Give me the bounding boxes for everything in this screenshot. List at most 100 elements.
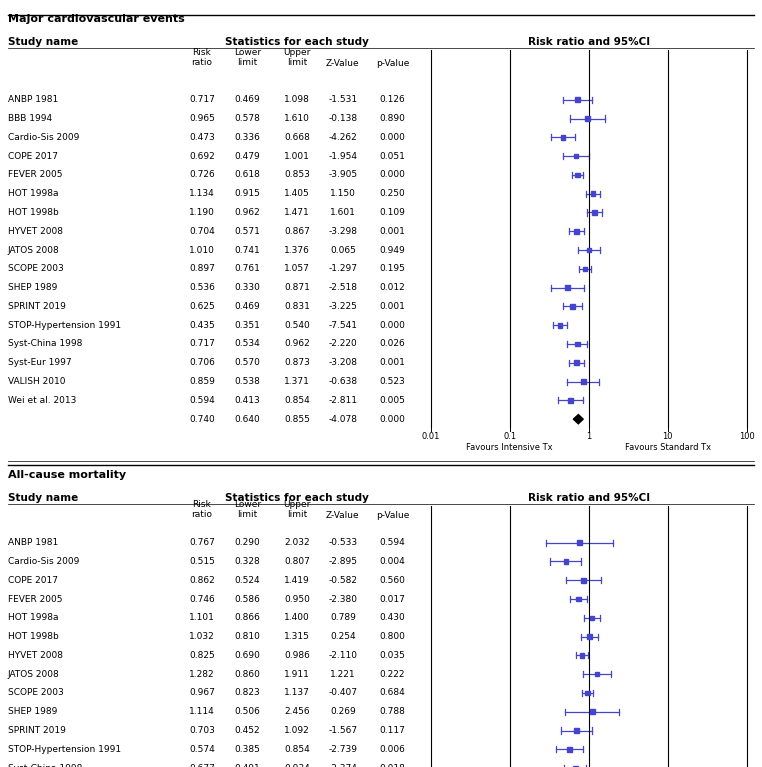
- Bar: [583, 267, 588, 272]
- Text: 1.911: 1.911: [284, 670, 310, 679]
- Text: 2.032: 2.032: [284, 538, 310, 547]
- Bar: [595, 672, 600, 676]
- Text: 0.684: 0.684: [379, 689, 405, 697]
- Text: 0.254: 0.254: [330, 632, 356, 641]
- Bar: [575, 342, 580, 347]
- Bar: [573, 766, 578, 767]
- Text: -0.138: -0.138: [328, 114, 357, 123]
- Text: 1.114: 1.114: [189, 707, 215, 716]
- Text: 0.717: 0.717: [189, 95, 215, 104]
- Text: SPRINT 2019: SPRINT 2019: [8, 302, 66, 311]
- Text: 0.831: 0.831: [284, 302, 310, 311]
- Text: COPE 2017: COPE 2017: [8, 576, 58, 584]
- Text: Study name: Study name: [8, 493, 78, 503]
- Text: 0.000: 0.000: [379, 133, 405, 142]
- Text: 0.962: 0.962: [235, 208, 261, 217]
- Bar: [558, 323, 562, 328]
- Text: 0.862: 0.862: [189, 576, 215, 584]
- Text: -3.208: -3.208: [328, 358, 357, 367]
- Text: 1.400: 1.400: [284, 614, 310, 622]
- Text: 0.005: 0.005: [379, 396, 405, 405]
- Text: HYVET 2008: HYVET 2008: [8, 227, 62, 235]
- Text: 0.435: 0.435: [189, 321, 215, 330]
- Text: -7.541: -7.541: [328, 321, 357, 330]
- Text: -0.582: -0.582: [328, 576, 357, 584]
- Text: 0.515: 0.515: [189, 557, 215, 566]
- Text: 0.962: 0.962: [284, 340, 310, 348]
- Text: Z-Value: Z-Value: [326, 512, 360, 520]
- Text: 0.855: 0.855: [284, 415, 310, 423]
- Text: -0.638: -0.638: [328, 377, 357, 386]
- Text: 0.692: 0.692: [189, 152, 215, 160]
- Text: 0.01: 0.01: [421, 433, 440, 441]
- Text: Syst-China 1998: Syst-China 1998: [8, 764, 82, 767]
- Text: Statistics for each study: Statistics for each study: [226, 493, 369, 503]
- Text: ANBP 1981: ANBP 1981: [8, 538, 58, 547]
- Text: -3.298: -3.298: [328, 227, 357, 235]
- Text: Cardio-Sis 2009: Cardio-Sis 2009: [8, 133, 79, 142]
- Text: -2.220: -2.220: [328, 340, 357, 348]
- Text: 0.1: 0.1: [503, 433, 516, 441]
- Text: 0.452: 0.452: [235, 726, 261, 735]
- Text: 0.767: 0.767: [189, 538, 215, 547]
- Text: 0.965: 0.965: [189, 114, 215, 123]
- Text: SHEP 1989: SHEP 1989: [8, 283, 57, 292]
- Text: -2.110: -2.110: [328, 651, 357, 660]
- Text: 1.057: 1.057: [284, 265, 310, 273]
- Text: 0.491: 0.491: [235, 764, 261, 767]
- Bar: [561, 135, 565, 140]
- Text: 0.934: 0.934: [284, 764, 310, 767]
- Bar: [570, 304, 575, 308]
- Text: Wei et al. 2013: Wei et al. 2013: [8, 396, 76, 405]
- Text: 1.610: 1.610: [284, 114, 310, 123]
- Text: 0.479: 0.479: [235, 152, 261, 160]
- Text: 0.915: 0.915: [235, 189, 261, 198]
- Text: 1.101: 1.101: [189, 614, 215, 622]
- Text: 0.578: 0.578: [235, 114, 261, 123]
- Text: -1.954: -1.954: [328, 152, 357, 160]
- Text: 0.625: 0.625: [189, 302, 215, 311]
- Bar: [574, 153, 578, 159]
- Text: Study name: Study name: [8, 37, 78, 48]
- Text: 0.017: 0.017: [379, 594, 405, 604]
- Text: 0.810: 0.810: [235, 632, 261, 641]
- Text: 0.469: 0.469: [235, 95, 261, 104]
- Text: 0.473: 0.473: [189, 133, 215, 142]
- Text: -1.567: -1.567: [328, 726, 357, 735]
- Text: HOT 1998a: HOT 1998a: [8, 614, 58, 622]
- Text: 0.640: 0.640: [235, 415, 261, 423]
- Text: 0.538: 0.538: [235, 377, 261, 386]
- Text: 1.134: 1.134: [189, 189, 215, 198]
- Text: 0.534: 0.534: [235, 340, 261, 348]
- Text: 1.092: 1.092: [284, 726, 310, 735]
- Text: 0.506: 0.506: [235, 707, 261, 716]
- Bar: [564, 559, 568, 564]
- Text: -2.374: -2.374: [328, 764, 357, 767]
- Text: 0.761: 0.761: [235, 265, 261, 273]
- Text: 0.018: 0.018: [379, 764, 405, 767]
- Bar: [567, 747, 572, 752]
- Bar: [575, 229, 579, 234]
- Text: COPE 2017: COPE 2017: [8, 152, 58, 160]
- Text: HOT 1998b: HOT 1998b: [8, 208, 59, 217]
- Text: 0.560: 0.560: [379, 576, 405, 584]
- Text: 0.618: 0.618: [235, 170, 261, 179]
- Bar: [575, 729, 579, 733]
- Bar: [590, 709, 594, 714]
- Text: SPRINT 2019: SPRINT 2019: [8, 726, 66, 735]
- Text: 1.001: 1.001: [284, 152, 310, 160]
- Text: 0.677: 0.677: [189, 764, 215, 767]
- Text: 0.004: 0.004: [379, 557, 405, 566]
- Text: -2.380: -2.380: [328, 594, 357, 604]
- Text: 1.221: 1.221: [330, 670, 356, 679]
- Text: 0.290: 0.290: [235, 538, 261, 547]
- Text: 0.012: 0.012: [379, 283, 405, 292]
- Text: 0.800: 0.800: [379, 632, 405, 641]
- Text: VALISH 2010: VALISH 2010: [8, 377, 65, 386]
- Text: 100: 100: [739, 433, 754, 441]
- Polygon shape: [573, 414, 583, 423]
- Text: 0.594: 0.594: [189, 396, 215, 405]
- Text: 1.405: 1.405: [284, 189, 310, 198]
- Text: 0.788: 0.788: [379, 707, 405, 716]
- Text: 1: 1: [586, 433, 591, 441]
